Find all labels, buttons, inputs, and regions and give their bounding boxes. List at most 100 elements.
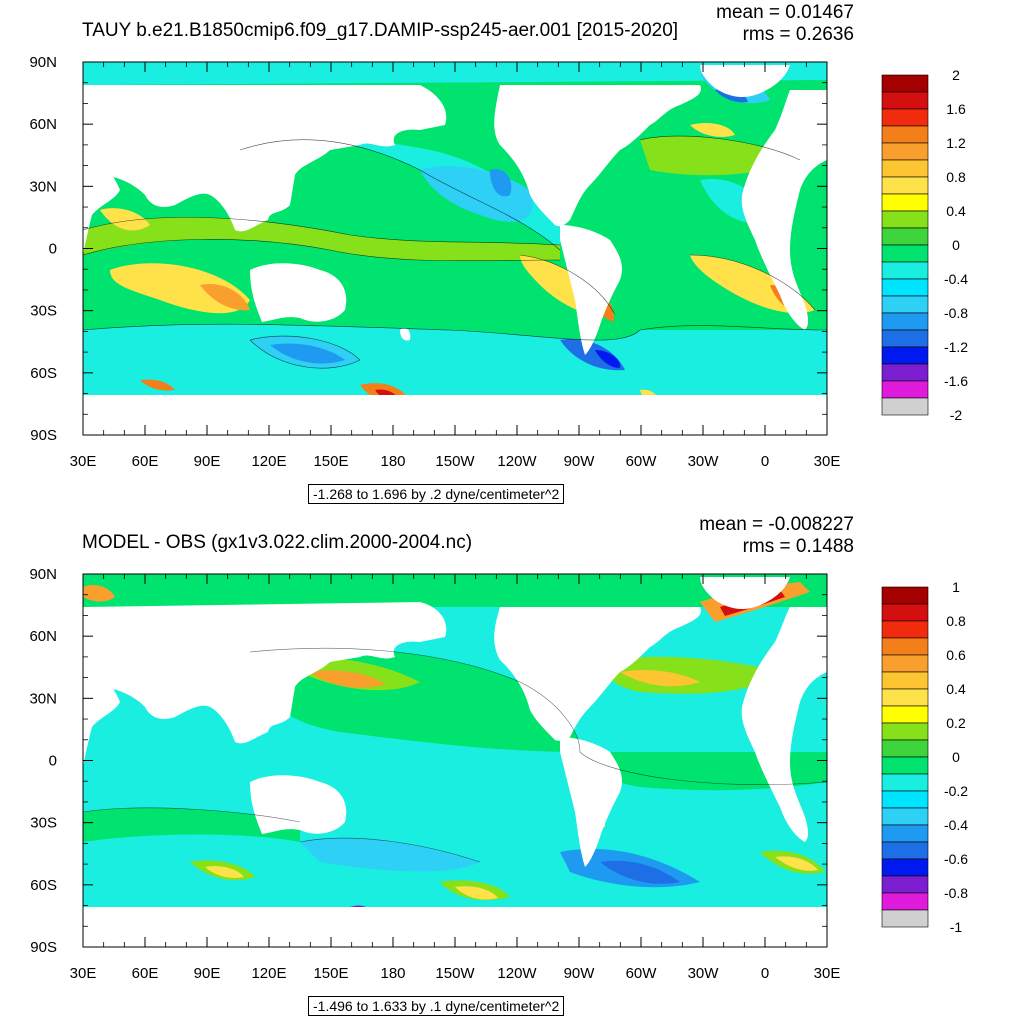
colorbar-swatch [881, 637, 929, 656]
lon-tick-label: 90E [194, 965, 221, 982]
colorbar-label: 0 [952, 749, 960, 765]
lon-tick-label: 30W [688, 453, 720, 470]
lon-tick-label: 0 [761, 453, 769, 470]
colorbar-swatch [881, 244, 929, 263]
colorbar-swatch [881, 261, 929, 280]
lon-tick-label: 60W [626, 965, 658, 982]
map-field [83, 574, 827, 947]
colorbar-swatch [881, 773, 929, 792]
lon-tick-label: 180 [380, 965, 405, 982]
colorbar-label: -0.2 [944, 783, 968, 799]
map-axes: 30E 60E 90E 120E 150E 180 150W 120W 90W 60W 30W 0 30… [29, 54, 840, 470]
lon-tick-label: 120W [497, 453, 537, 470]
lat-tick-label: 90S [30, 939, 57, 956]
colorbar-swatch [881, 295, 929, 314]
colorbar-label: 0.8 [946, 169, 966, 185]
colorbar-label: -0.4 [944, 271, 968, 287]
colorbar-swatch [881, 329, 929, 348]
contour-range-label: -1.496 to 1.633 by .1 dyne/centimeter^2 [308, 996, 565, 1016]
colorbar-swatch [881, 722, 929, 741]
contour-lines [83, 647, 827, 863]
contour-lines [83, 135, 827, 369]
colorbar-label: -0.4 [944, 817, 968, 833]
lon-tick-label: 150W [435, 453, 475, 470]
map-title: MODEL - OBS (gx1v3.022.clim.2000-2004.nc… [82, 532, 473, 553]
colorbar-swatch [881, 397, 929, 416]
lat-tick-label: 90S [30, 427, 57, 444]
colorbar-swatch [881, 312, 929, 331]
lon-tick-label: 150E [313, 453, 348, 470]
lon-tick-label: 0 [761, 965, 769, 982]
lat-tick-label: 60S [30, 365, 57, 382]
lon-tick-label: 30E [814, 453, 841, 470]
colorbar-label: -1 [950, 919, 963, 935]
colorbar-label: 1.2 [946, 135, 966, 151]
lat-tick-label: 30N [29, 690, 57, 707]
lat-tick-label: 60S [30, 877, 57, 894]
colorbar: 2 1.6 1.2 0.8 0.4 0 -0.4 -0.8 -1.2 -1.6 -2 [881, 67, 968, 423]
lon-tick-label: 30E [814, 965, 841, 982]
colorbar-swatch [881, 363, 929, 382]
lat-tick-label: 90N [29, 566, 57, 583]
colorbar-swatch [881, 380, 929, 399]
colorbar-swatch [881, 210, 929, 229]
lat-tick-label: 30S [30, 815, 57, 832]
lon-tick-label: 150W [435, 965, 475, 982]
mean-value: mean = 0.01467 [716, 2, 854, 23]
lat-tick-label: 60N [29, 628, 57, 645]
colorbar-label: 0.4 [946, 681, 966, 697]
lat-tick-label: 90N [29, 54, 57, 71]
colorbar-label: 0 [952, 237, 960, 253]
lon-tick-label: 90W [564, 453, 596, 470]
lon-tick-label: 30W [688, 965, 720, 982]
map-svg: 30E 60E 90E 120E 150E 180 150W 120W 90W 60W 30W 0 30… [29, 54, 968, 470]
contour-range-label: -1.268 to 1.696 by .2 dyne/centimeter^2 [308, 484, 565, 504]
colorbar-swatch [881, 74, 929, 93]
lon-tick-label: 30E [70, 453, 97, 470]
colorbar-swatch [881, 193, 929, 212]
lat-tick-label: 30N [29, 178, 57, 195]
colorbar-swatch [881, 586, 929, 605]
colorbar-swatch [881, 790, 929, 809]
lon-tick-label: 90W [564, 965, 596, 982]
colorbar-swatch [881, 671, 929, 690]
lon-tick-label: 180 [380, 453, 405, 470]
colorbar-label: -1.2 [944, 339, 968, 355]
rms-value: rms = 0.1488 [742, 536, 854, 557]
colorbar-swatch [881, 858, 929, 877]
colorbar-swatch [881, 739, 929, 758]
colorbar-swatch [881, 654, 929, 673]
colorbar-swatch [881, 756, 929, 775]
colorbar-swatch [881, 176, 929, 195]
colorbar-swatch [881, 824, 929, 843]
lat-tick-label: 0 [49, 241, 57, 258]
lat-tick-label: 0 [49, 753, 57, 770]
rms-value: rms = 0.2636 [742, 24, 854, 45]
colorbar-swatch [881, 841, 929, 860]
lon-tick-label: 120E [251, 453, 286, 470]
colorbar-label: 0.2 [946, 715, 966, 731]
colorbar-swatch [881, 346, 929, 365]
colorbar-label: 1 [952, 579, 960, 595]
colorbar-label: -0.8 [944, 305, 968, 321]
colorbar-label: 0.8 [946, 613, 966, 629]
colorbar-swatch [881, 91, 929, 110]
map-title: TAUY b.e21.B1850cmip6.f09_g17.DAMIP-ssp2… [82, 20, 679, 41]
lon-tick-label: 60E [132, 453, 159, 470]
colorbar-swatch [881, 688, 929, 707]
lon-tick-label: 120W [497, 965, 537, 982]
land-masses [83, 577, 827, 947]
colorbar-label: -2 [950, 407, 963, 423]
colorbar-swatch [881, 875, 929, 894]
lon-tick-label: 60E [132, 965, 159, 982]
lon-tick-label: 90E [194, 453, 221, 470]
colorbar-swatch [881, 909, 929, 928]
colorbar-label: 2 [952, 67, 960, 83]
colorbar-label: 0.6 [946, 647, 966, 663]
colorbar-label: 0.4 [946, 203, 966, 219]
lon-tick-label: 120E [251, 965, 286, 982]
map-svg: 30E 60E 90E 120E 150E 180 150W 120W 90W 60W 30W 0 30… [29, 566, 968, 982]
lon-tick-label: 30E [70, 965, 97, 982]
colorbar-swatch [881, 278, 929, 297]
map-field [83, 62, 827, 435]
